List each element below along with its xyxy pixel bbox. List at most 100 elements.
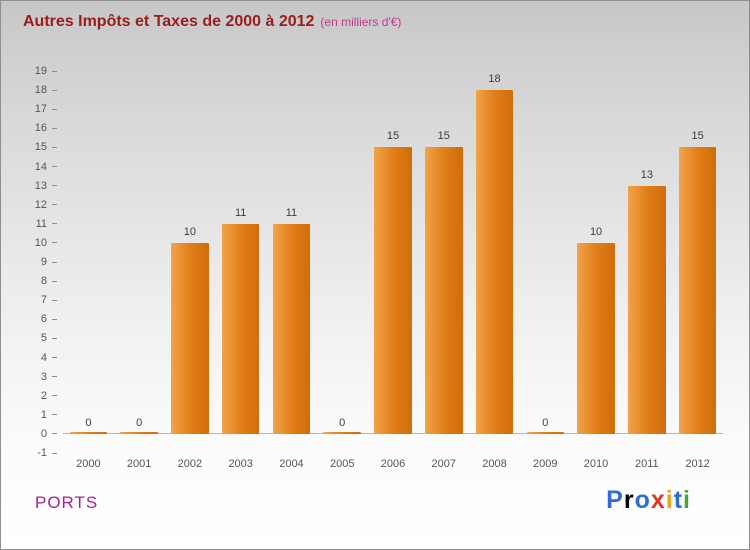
- y-tick-label: -1: [37, 447, 47, 459]
- bar: [475, 90, 514, 434]
- y-tick-label: 3: [40, 370, 47, 383]
- logo-letter: t: [673, 486, 684, 514]
- bar-slot: 15: [418, 71, 469, 453]
- y-tick-label: 16: [34, 122, 47, 135]
- bar-slot: 11: [215, 71, 266, 453]
- y-tick-mark: [52, 146, 57, 148]
- bar-value-label: 10: [589, 225, 603, 238]
- y-tick-mark: [52, 261, 57, 263]
- bar-slot: 0: [114, 71, 165, 453]
- y-tick-mark: [52, 89, 57, 91]
- y-tick-label: 4: [40, 351, 47, 364]
- y-tick-label: 7: [40, 294, 47, 307]
- y-tick-label: 10: [34, 236, 47, 249]
- y-tick-mark: [52, 433, 57, 435]
- y-tick-mark: [52, 337, 57, 339]
- bar-value-label: 18: [488, 73, 501, 86]
- logo-letter: P: [606, 486, 624, 514]
- y-tick-mark: [52, 280, 57, 282]
- x-axis-label: 2000: [76, 458, 101, 470]
- x-axis-label: 2009: [533, 458, 558, 470]
- y-tick-mark: [52, 204, 57, 206]
- bar-slot: 11: [266, 71, 317, 453]
- x-axis-label: 2007: [431, 458, 456, 470]
- y-tick-label: 9: [40, 256, 47, 268]
- y-tick-label: 6: [40, 313, 47, 326]
- bar: [424, 147, 463, 434]
- y-tick-mark: [52, 127, 57, 129]
- bar-slot: 10: [571, 71, 622, 453]
- y-tick-label: 2: [40, 389, 47, 402]
- bar: [374, 147, 412, 434]
- chart-subtitle: (en milliers d'€): [320, 15, 402, 29]
- bar: [69, 431, 108, 434]
- y-tick-label: 11: [35, 217, 47, 230]
- x-axis: 2000 2001 2002 2003 2004 2005 2006 2007 2008 2009…: [63, 458, 723, 472]
- x-axis-label: 2011: [634, 458, 659, 470]
- x-axis-label: 2012: [685, 458, 710, 470]
- bar: [272, 223, 311, 434]
- y-tick-label: 5: [40, 332, 47, 345]
- y-tick-mark: [52, 70, 57, 72]
- y-axis: 19 18 17 16 15 14 13 12 11 10 9 8 7 6 5 4 3 2 1 0 -1: [1, 65, 59, 459]
- y-tick-mark: [52, 185, 57, 187]
- bar-slot: 0: [520, 71, 571, 453]
- x-axis-label: 2005: [329, 458, 355, 470]
- plot-area: 0 0 10 11 11 0 15 15 18 0 10 13 15: [63, 71, 723, 453]
- bar-value-label: 13: [640, 168, 653, 181]
- y-tick-label: 15: [34, 141, 47, 154]
- x-axis-label: 2010: [583, 458, 609, 470]
- bar-value-label: 0: [339, 416, 346, 429]
- bar-slot: 0: [63, 71, 114, 453]
- y-tick-mark: [52, 242, 57, 244]
- y-tick-mark: [52, 395, 57, 397]
- proxiti-logo: Proxiti: [606, 486, 691, 515]
- bar-slot: 15: [368, 71, 419, 453]
- bar-value-label: 11: [285, 206, 298, 219]
- bar: [577, 242, 615, 434]
- x-axis-label: 2008: [482, 458, 507, 470]
- y-tick-label: 13: [34, 179, 47, 192]
- y-tick-label: 19: [34, 65, 47, 77]
- bar-slot: 13: [621, 71, 672, 453]
- x-axis-label: 2001: [126, 458, 152, 470]
- bar-value-label: 10: [183, 225, 197, 238]
- y-tick-label: 12: [34, 198, 47, 211]
- bar: [221, 223, 260, 434]
- y-tick-label: 8: [40, 275, 47, 288]
- y-tick-label: 17: [34, 103, 47, 116]
- logo-letter: i: [665, 486, 674, 514]
- x-axis-label: 2006: [380, 458, 406, 470]
- bar: [120, 431, 158, 434]
- bar-slot: 0: [317, 71, 368, 453]
- logo-letter: o: [634, 486, 651, 514]
- y-tick-mark: [52, 376, 57, 378]
- bar: [323, 431, 361, 434]
- y-tick-mark: [52, 452, 57, 454]
- bar-value-label: 0: [542, 416, 549, 429]
- y-tick-mark: [52, 108, 57, 110]
- logo-letter: x: [650, 486, 666, 514]
- y-tick-mark: [52, 223, 57, 225]
- bar: [678, 147, 717, 434]
- bar: [171, 242, 209, 434]
- y-tick-mark: [52, 166, 57, 167]
- bar-value-label: 0: [136, 416, 143, 429]
- y-tick-mark: [52, 299, 57, 301]
- bar-slot: 10: [165, 71, 216, 453]
- y-tick-mark: [52, 357, 57, 358]
- bar-value-label: 11: [234, 206, 247, 219]
- y-tick-label: 14: [34, 160, 47, 173]
- y-tick-label: 0: [40, 427, 47, 440]
- y-tick-label: 18: [34, 84, 47, 97]
- bar-value-label: 0: [85, 416, 92, 429]
- bar-value-label: 15: [691, 130, 704, 143]
- y-tick-mark: [52, 318, 57, 320]
- y-tick-label: 1: [40, 408, 47, 421]
- x-axis-label: 2003: [228, 458, 253, 470]
- x-axis-label: 2004: [279, 458, 304, 470]
- bar-value-label: 15: [386, 130, 400, 143]
- bar-value-label: 15: [437, 130, 450, 143]
- bar: [526, 431, 565, 434]
- logo-letter: i: [683, 486, 691, 514]
